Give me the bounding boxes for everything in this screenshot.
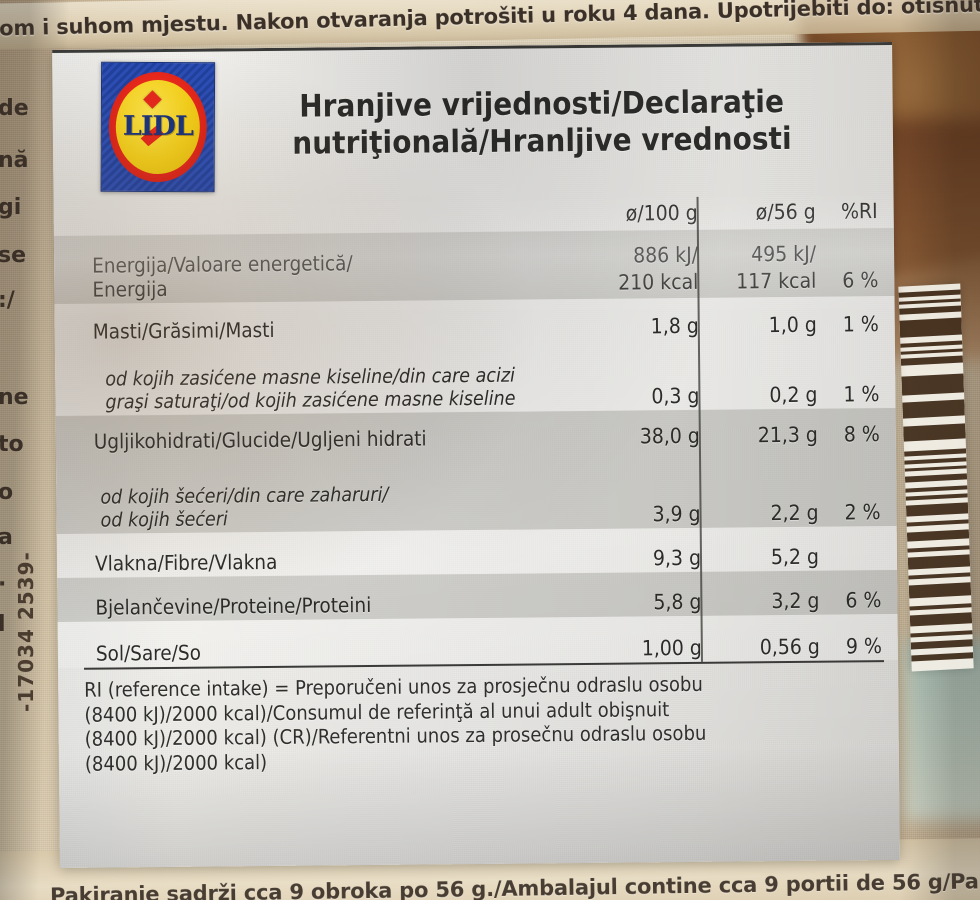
- energy-kj-56g: 495 kJ/: [751, 241, 817, 267]
- side-fragment-1: de: [0, 96, 29, 121]
- row-value-saturates-per100g: 0,3 g: [651, 383, 700, 409]
- side-fragment-11: l: [0, 612, 6, 637]
- nutrition-label-panel: LIDL Hranjive vrijednosti/Declaraţie nut…: [52, 41, 900, 869]
- row-value-protein-per100g: 5,8 g: [653, 589, 702, 615]
- page-title-line1: Hranjive vrijednosti/Declaraţie: [299, 84, 785, 126]
- energy-kcal-56g: 117 kcal: [736, 268, 817, 294]
- logo-wordmark: LIDL: [122, 110, 193, 143]
- side-fragment-3: gi: [0, 195, 22, 220]
- row-value-salt-per56g: 0,56 g: [759, 634, 820, 660]
- col-header-per-100g: ø/100 g: [625, 200, 698, 226]
- row-value-fibre-per100g: 9,3 g: [652, 545, 702, 571]
- row-value-salt-ri: 9 %: [845, 634, 882, 659]
- side-fragment-2: nă: [0, 148, 29, 173]
- row-label-sugars-line2: od kojih šećeri: [100, 507, 228, 532]
- page-title-line2: nutriţională/Hranljive vrednosti: [292, 120, 792, 162]
- row-value-energy-per56g: 495 kJ/ 117 kcal: [698, 240, 817, 298]
- col-header-per-serving: ø/56 g: [755, 199, 816, 225]
- row-label-energy-line1: Energija/Valoare energetică/: [92, 251, 353, 278]
- col-header-ri: %RI: [840, 199, 878, 224]
- row-value-protein-per56g: 3,2 g: [771, 588, 820, 614]
- row-label-saturates: od kojih zasićene masne kiseline/din car…: [93, 364, 587, 416]
- row-value-fat-per100g: 1,8 g: [650, 313, 699, 339]
- row-value-fat-ri: 1 %: [842, 312, 879, 337]
- side-fragment-10: ·: [0, 572, 6, 597]
- row-value-fat-per56g: 1,0 g: [768, 312, 817, 338]
- row-value-fibre-per56g: 5,2 g: [770, 544, 820, 570]
- nutrition-table: ø/100 g ø/56 g %RI Energija/Valoare ener…: [53, 195, 898, 669]
- side-fragment-7: to: [0, 432, 24, 457]
- side-fragment-4: se: [0, 243, 27, 268]
- energy-kcal-100g: 210 kcal: [618, 269, 699, 295]
- row-value-saturates-ri: 1 %: [843, 382, 880, 407]
- table-row: od kojih šećeri/din care zaharuri/ od ko…: [55, 448, 897, 535]
- lidl-logo-icon: LIDL: [100, 61, 216, 193]
- row-label-energy: Energija/Valoare energetică/ Energija: [92, 250, 586, 304]
- row-label-saturates-line2: graşi saturaţi/od kojih zasićene masne k…: [105, 386, 516, 414]
- row-label-energy-line2: Energija: [92, 276, 168, 302]
- label-header: LIDL Hranjive vrijednosti/Declaraţie nut…: [52, 41, 894, 204]
- row-value-carbohydrate-per56g: 21,3 g: [757, 422, 818, 448]
- energy-kj-100g: 886 kJ/: [633, 242, 699, 268]
- row-value-carbohydrate-per100g: 38,0 g: [639, 423, 700, 449]
- reference-intake-footnote: RI (reference intake) = Preporučeni unos…: [84, 660, 886, 776]
- row-label-sugars: od kojih šećeri/din care zaharuri/ od ko…: [94, 482, 588, 534]
- side-fragment-9: a: [0, 525, 13, 550]
- row-value-protein-ri: 6 %: [845, 588, 882, 613]
- row-value-energy-per100g: 886 kJ/ 210 kcal: [586, 242, 699, 300]
- table-row: od kojih zasićene masne kiseline/din car…: [54, 338, 896, 417]
- table-row: Sol/Sare/So 1,00 g 0,56 g 9 %: [57, 614, 898, 669]
- side-fragment-5: :/: [0, 288, 15, 313]
- row-value-carbohydrate-ri: 8 %: [843, 422, 880, 447]
- page-title: Hranjive vrijednosti/Declaraţie nutriţio…: [214, 84, 883, 164]
- energy-ri: 6 %: [842, 268, 879, 293]
- row-value-sugars-per100g: 3,9 g: [652, 501, 701, 527]
- row-value-salt-per100g: 1,00 g: [641, 635, 702, 661]
- side-fragment-6: ne: [0, 385, 29, 410]
- side-printed-code: -17034 2539-: [14, 551, 38, 712]
- table-row: Energija/Valoare energetică/ Energija 88…: [53, 228, 895, 305]
- row-value-energy-ri: 6 %: [816, 240, 879, 297]
- row-value-saturates-per56g: 0,2 g: [769, 382, 818, 408]
- side-fragment-8: o: [0, 480, 14, 505]
- row-value-sugars-per56g: 2,2 g: [770, 500, 819, 526]
- row-value-sugars-ri: 2 %: [844, 500, 881, 525]
